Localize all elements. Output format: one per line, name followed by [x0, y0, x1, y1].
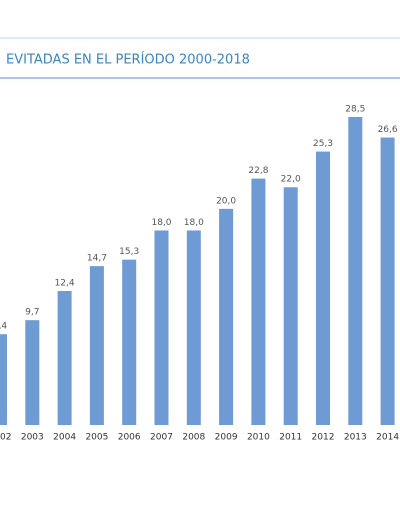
bar [380, 137, 395, 426]
x-tick-label: 2014 [376, 433, 399, 443]
value-label: 8,4 [0, 322, 7, 332]
x-tick-label: 2006 [118, 433, 141, 443]
value-label: 18,0 [151, 218, 171, 228]
value-label: 18,0 [184, 218, 204, 228]
x-tick-label: 2005 [85, 433, 108, 443]
x-tick-label: 2002 [0, 433, 11, 443]
value-label: 20,0 [216, 196, 236, 206]
chart-title: EVITADAS EN EL PERÍODO 2000-2018 [6, 52, 250, 68]
bar [251, 178, 266, 425]
bar [348, 117, 363, 425]
x-tick-label: 2009 [215, 433, 238, 443]
x-tick-label: 2004 [53, 433, 76, 443]
bar [186, 230, 201, 425]
bar [57, 290, 72, 425]
value-label: 12,4 [55, 278, 75, 288]
bar [122, 259, 137, 425]
value-label: 28,5 [345, 105, 365, 115]
x-tick-label: 2011 [279, 433, 302, 443]
bar [316, 151, 330, 425]
x-tick-label: 2010 [247, 433, 270, 443]
value-label: 22,0 [281, 175, 301, 185]
value-label: 15,3 [119, 247, 139, 257]
x-tick-label: 2012 [312, 433, 335, 443]
bar [25, 320, 40, 425]
value-label: 25,3 [313, 139, 333, 149]
x-tick-label: 2003 [21, 433, 44, 443]
value-label: 9,7 [25, 308, 39, 318]
value-label: 22,8 [248, 166, 268, 176]
value-label: 14,7 [87, 254, 107, 264]
value-label: 26,6 [378, 125, 398, 135]
bar [0, 334, 7, 425]
bar [89, 266, 104, 425]
x-tick-label: 2007 [150, 433, 173, 443]
x-tick-label: 2013 [344, 433, 367, 443]
bar [283, 187, 298, 425]
x-tick-label: 2008 [182, 433, 205, 443]
bar [219, 208, 234, 425]
bar [154, 230, 169, 425]
